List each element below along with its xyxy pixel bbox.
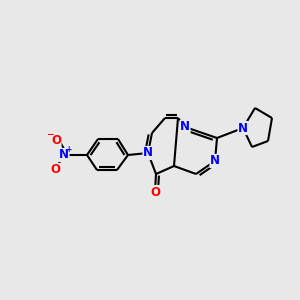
Text: +: + (65, 145, 71, 154)
Text: N: N (210, 154, 220, 167)
Text: −: − (46, 130, 54, 139)
Text: N: N (180, 121, 190, 134)
Text: N: N (238, 122, 248, 134)
Text: O: O (50, 164, 60, 176)
Text: O: O (150, 185, 160, 199)
Text: N: N (143, 146, 153, 160)
Text: N: N (59, 148, 69, 161)
Text: O: O (51, 134, 61, 148)
